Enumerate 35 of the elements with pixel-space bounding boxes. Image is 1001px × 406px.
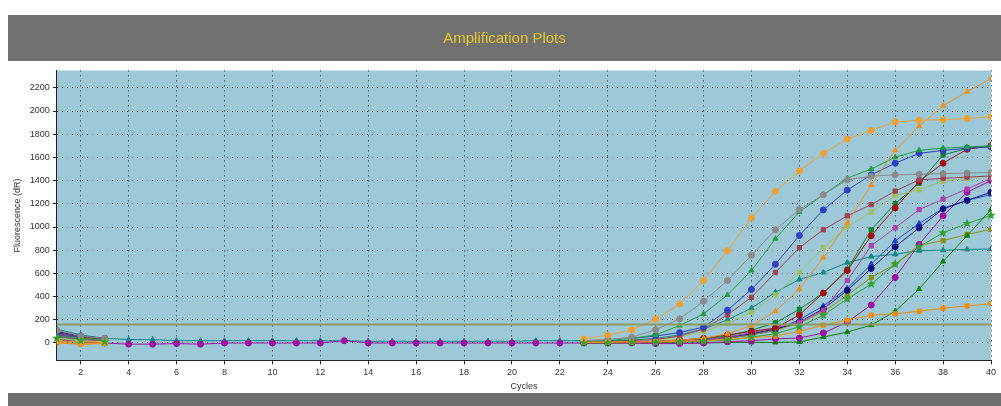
x-tick-label: 16 [411,367,422,378]
x-tick-label: 10 [267,367,278,378]
y-tick-label: 200 [34,314,50,325]
x-tick-label: 26 [650,367,661,378]
x-tick-label: 14 [363,367,374,378]
y-tick-label: 600 [34,267,50,278]
y-tick-label: 2200 [29,82,50,93]
x-tick-label: 12 [315,367,326,378]
y-tick-label: 1200 [29,198,50,209]
y-tick-label: 1400 [29,175,50,186]
chart-title: Amplification Plots [8,15,1001,61]
y-axis-title: Fluorescence (dR) [11,178,22,253]
y-tick-label: 1600 [29,151,50,162]
y-tick-label: 0 [44,337,50,348]
x-tick-label: 30 [746,367,757,378]
y-tick-label: 800 [34,244,50,255]
x-tick-label: 34 [842,367,853,378]
y-tick-label: 1000 [29,221,50,232]
x-tick-label: 20 [506,367,517,378]
x-tick-label: 22 [554,367,565,378]
x-tick-label: 32 [794,367,805,378]
x-tick-label: 28 [698,367,709,378]
x-tick-label: 18 [459,367,470,378]
x-axis-title: Cycles [510,381,538,392]
y-tick-label: 2000 [29,105,50,116]
x-tick-label: 2 [78,367,84,378]
y-tick-label: 400 [34,291,50,302]
x-tick-label: 40 [985,367,997,378]
x-tick-label: 38 [938,367,949,378]
x-tick-label: 24 [602,367,613,378]
y-tick-label: 1800 [29,128,50,139]
x-tick-label: 36 [890,367,901,378]
x-tick-label: 6 [174,367,180,378]
x-tick-label: 8 [221,367,227,378]
x-tick-label: 4 [126,367,132,378]
